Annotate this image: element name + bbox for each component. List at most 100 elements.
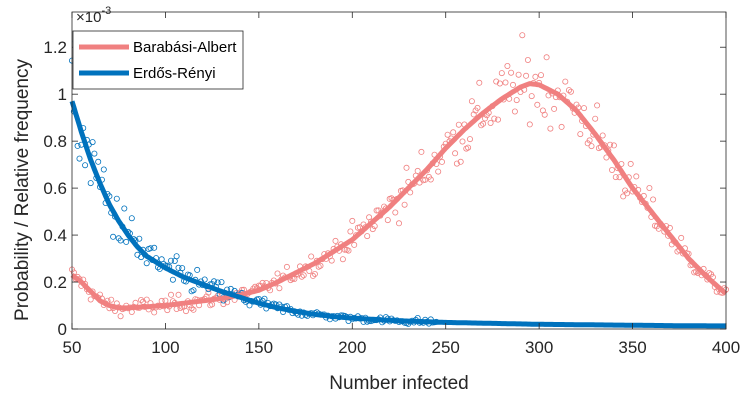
ba-marker — [347, 228, 354, 235]
ba-marker — [474, 104, 481, 111]
er-marker — [91, 150, 98, 157]
x-tick-label: 350 — [618, 338, 646, 357]
ba-marker — [545, 92, 552, 99]
er-marker — [113, 195, 120, 202]
y-tick-label: 1.2 — [43, 38, 67, 57]
ba-marker — [609, 166, 616, 173]
ba-marker — [538, 72, 545, 79]
ba-marker — [332, 237, 339, 244]
ba-marker — [459, 138, 466, 145]
x-tick-label: 250 — [432, 338, 460, 357]
ba-marker — [298, 273, 305, 280]
ba-marker — [369, 226, 376, 233]
ba-marker — [706, 269, 713, 276]
ba-marker — [567, 88, 574, 95]
ba-marker — [612, 174, 619, 181]
x-tick-label: 300 — [525, 338, 553, 357]
ba-marker — [309, 272, 316, 279]
ba-marker — [453, 160, 460, 167]
er-marker — [169, 276, 176, 283]
y-tick-label: 0 — [58, 320, 67, 339]
y-tick-label: 0.8 — [43, 132, 67, 151]
ba-marker — [311, 270, 318, 277]
ba-marker — [493, 78, 500, 85]
ba-marker — [209, 301, 216, 308]
er-marker — [147, 245, 154, 252]
fit-curves — [69, 81, 728, 329]
er-marker — [175, 264, 182, 271]
ba-marker — [470, 111, 477, 118]
er-marker — [128, 215, 135, 222]
ba-marker — [444, 131, 451, 138]
ba-marker — [87, 296, 94, 303]
ba-marker — [188, 305, 195, 312]
ba-marker — [351, 241, 358, 248]
x-tick-label: 100 — [151, 338, 179, 357]
er-marker — [117, 237, 124, 244]
ba-marker — [300, 272, 307, 279]
er-marker — [173, 253, 180, 260]
legend-box — [72, 30, 244, 90]
ba-marker — [401, 201, 408, 208]
ba-marker — [599, 132, 606, 139]
x-tick-label: 50 — [63, 338, 82, 357]
x-axis-label: Number infected — [329, 373, 468, 394]
ba-marker — [610, 142, 617, 149]
ba-marker — [371, 223, 378, 230]
er-marker — [194, 266, 201, 273]
er-marker — [95, 158, 102, 165]
er-fit-curve — [69, 100, 727, 329]
er-marker — [123, 238, 130, 245]
ba-marker — [276, 285, 283, 292]
ba-marker — [594, 102, 601, 109]
ba-marker — [167, 291, 174, 298]
legend: Barabási-Albert Erdős-Rényi — [72, 30, 244, 90]
ba-marker — [566, 87, 573, 94]
ba-marker — [655, 225, 662, 232]
ba-marker — [384, 217, 391, 224]
y-tick-label: 0.6 — [43, 179, 67, 198]
ba-marker — [624, 190, 631, 197]
ba-marker — [524, 57, 531, 64]
ba-marker — [541, 111, 548, 118]
ba-marker — [345, 247, 352, 254]
ba-marker — [513, 97, 520, 104]
ba-marker — [480, 120, 487, 127]
ba-marker — [455, 121, 462, 128]
ba-marker — [435, 168, 442, 175]
ba-marker — [395, 220, 402, 227]
ba-marker — [427, 176, 434, 183]
ba-marker — [452, 150, 459, 157]
ba-marker — [504, 63, 511, 70]
ba-marker — [491, 115, 498, 122]
ba-marker — [534, 101, 541, 108]
ba-fit-curve — [70, 81, 728, 311]
ba-marker — [274, 270, 281, 277]
ba-marker — [581, 105, 588, 112]
ba-marker — [551, 105, 558, 112]
er-marker — [100, 166, 107, 173]
ba-marker — [182, 308, 189, 315]
ba-marker — [422, 176, 429, 183]
ba-marker — [364, 233, 371, 240]
ba-marker — [620, 193, 627, 200]
ba-marker — [577, 131, 584, 138]
y-scale-factor: ×10-3 — [76, 5, 111, 26]
er-marker — [190, 287, 197, 294]
ba-marker — [496, 80, 503, 87]
er-marker — [143, 260, 150, 267]
ba-marker — [328, 257, 335, 264]
y-tick-label: 1 — [58, 85, 67, 104]
er-marker — [87, 180, 94, 187]
ba-marker — [259, 279, 266, 286]
ba-marker — [117, 313, 124, 320]
ba-marker — [388, 195, 395, 202]
ba-marker — [476, 79, 483, 86]
ba-marker — [509, 81, 516, 88]
er-marker — [261, 295, 268, 302]
ba-marker — [543, 54, 550, 61]
x-tick-label: 400 — [712, 338, 740, 357]
ba-marker — [508, 69, 515, 76]
ba-marker — [190, 306, 197, 313]
